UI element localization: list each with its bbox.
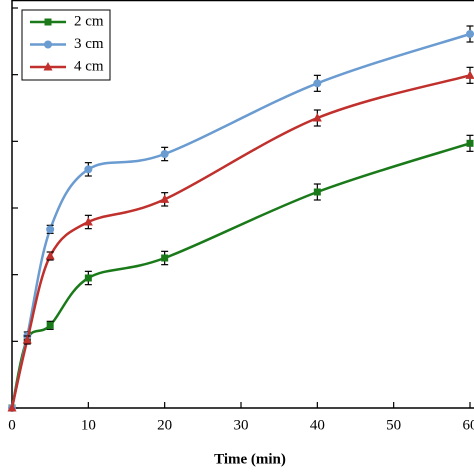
- marker: [46, 225, 55, 234]
- x-tick-label: 20: [157, 417, 172, 433]
- series-line: [10, 74, 471, 409]
- marker: [46, 321, 54, 329]
- marker: [160, 194, 170, 203]
- legend-label: 4 cm: [74, 58, 104, 74]
- series-line: [10, 142, 471, 409]
- marker: [43, 62, 53, 71]
- marker: [84, 274, 92, 282]
- marker: [466, 139, 474, 147]
- marker: [83, 217, 93, 226]
- marker: [313, 188, 321, 196]
- marker: [45, 251, 55, 260]
- x-tick-label: 40: [310, 417, 325, 433]
- x-tick-label: 10: [81, 417, 96, 433]
- marker: [312, 113, 322, 122]
- x-tick-label: 30: [234, 417, 249, 433]
- marker: [44, 18, 52, 26]
- x-tick-label: 0: [8, 417, 16, 433]
- marker: [22, 335, 32, 344]
- marker: [84, 165, 93, 174]
- marker: [466, 30, 474, 38]
- x-tick-label: 50: [386, 417, 401, 433]
- legend-label: 2 cm: [74, 13, 104, 29]
- marker: [44, 40, 52, 49]
- legend-label: 3 cm: [74, 36, 104, 52]
- marker: [160, 150, 169, 158]
- marker: [7, 403, 17, 412]
- marker: [465, 70, 474, 79]
- x-tick-label: 60: [463, 417, 474, 433]
- marker: [161, 254, 169, 262]
- series-line: [10, 32, 471, 409]
- marker: [313, 79, 322, 88]
- x-axis-label: Time (min): [214, 451, 286, 467]
